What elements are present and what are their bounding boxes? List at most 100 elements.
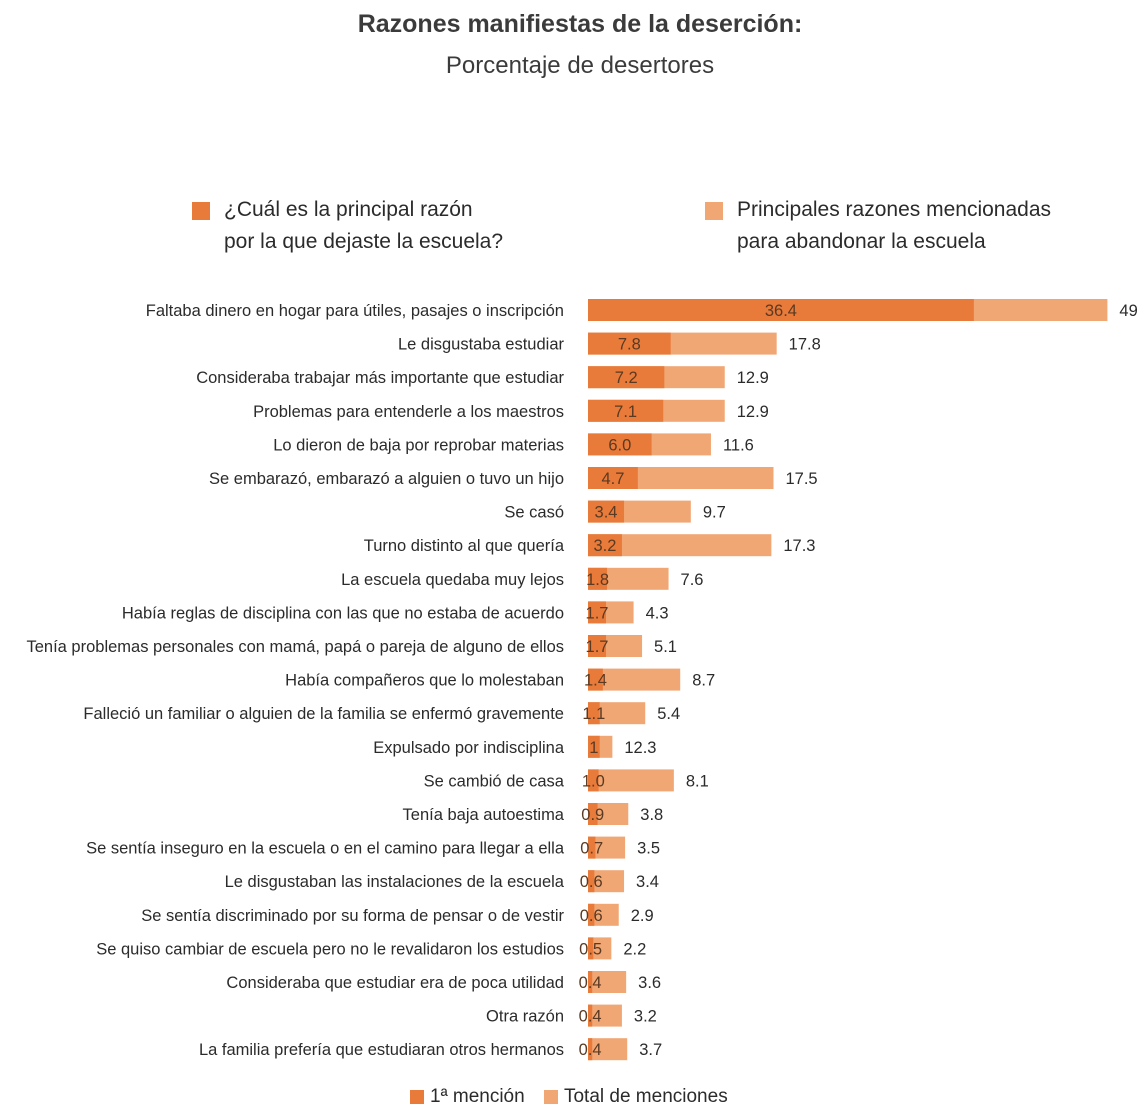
- total-value-label: 5.1: [654, 638, 677, 656]
- first-mention-value-label: 1.7: [586, 638, 609, 656]
- category-label: Se cambió de casa: [424, 772, 565, 790]
- bar-first-mention: [588, 399, 664, 422]
- first-mention-value-label: 0.4: [579, 1008, 602, 1026]
- total-value-label: 17.5: [786, 470, 818, 488]
- chart-subtitle: Porcentaje de desertores: [445, 52, 715, 79]
- bar-first-mention: [588, 467, 638, 489]
- bar-first-mention: [588, 366, 665, 389]
- bar-total: [588, 803, 629, 825]
- category-label: La familia prefería que estudiaran otros…: [199, 1041, 564, 1059]
- bar-total: [588, 702, 646, 725]
- total-value-label: 3.6: [638, 974, 661, 992]
- legend-first-swatch: [192, 202, 210, 220]
- first-mention-value-label: 0.4: [579, 974, 602, 992]
- bar-first-mention: [588, 433, 652, 456]
- total-value-label: 2.2: [623, 940, 646, 958]
- bar-total: [588, 769, 674, 792]
- bar-first-mention: [588, 635, 607, 657]
- category-label: Tenía baja autoestima: [403, 806, 565, 824]
- category-label: Se casó: [504, 504, 564, 522]
- bar-total: [588, 903, 619, 926]
- bar-total: [588, 534, 772, 557]
- category-label: Tenía problemas personales con mamá, pap…: [26, 638, 564, 656]
- legend-total-swatch: [705, 202, 723, 220]
- first-mention-value-label: 0.4: [579, 1041, 602, 1059]
- total-value-label: 11.6: [723, 436, 754, 454]
- category-label: Consideraba trabajar más importante que …: [196, 369, 564, 387]
- bar-first-mention: [588, 937, 594, 960]
- bar-chart: Faltaba dinero en hogar para útiles, pas…: [26, 299, 1138, 1061]
- total-value-label: 12.9: [737, 403, 769, 421]
- legend-total-line2: para abandonar la escuela: [737, 230, 986, 253]
- bar-first-mention: [588, 299, 974, 321]
- bar-first-mention: [588, 332, 671, 355]
- first-mention-value-label: 0.9: [581, 806, 604, 824]
- bar-first-mention: [588, 769, 599, 792]
- bar-total: [588, 836, 626, 859]
- bar-total: [588, 567, 669, 590]
- category-label: Había compañeros que lo molestaban: [285, 672, 564, 690]
- first-mention-value-label: 0.6: [580, 873, 603, 891]
- bar-first-mention: [588, 735, 600, 758]
- bar-first-mention: [588, 534, 622, 557]
- legend-bottom-first: 1ª mención: [410, 1086, 525, 1108]
- total-value-label: 8.7: [692, 672, 715, 690]
- first-mention-value-label: 6.0: [608, 436, 631, 454]
- total-value-label: 5.4: [657, 705, 680, 723]
- total-value-label: 3.2: [634, 1008, 657, 1026]
- first-mention-value-label: 36.4: [765, 302, 797, 320]
- bar-first-mention: [588, 1004, 593, 1027]
- first-mention-value-label: 0.6: [580, 907, 603, 925]
- bar-first-mention: [588, 803, 598, 825]
- category-label: Le disgustaba estudiar: [398, 336, 565, 354]
- bar-first-mention: [588, 601, 607, 624]
- legend-total-mentions: Principales razones mencionadas para aba…: [705, 194, 1065, 260]
- category-label: Se sentía inseguro en la escuela o en el…: [86, 840, 565, 858]
- legend-bottom-total-label: Total de menciones: [563, 1086, 728, 1107]
- bar-first-mention: [588, 702, 600, 725]
- total-value-label: 8.1: [686, 772, 709, 790]
- legend-bottom: 1ª mención Total de menciones: [410, 1086, 742, 1110]
- category-label: Problemas para entenderle a los maestros: [253, 403, 564, 421]
- first-mention-value-label: 1.8: [586, 571, 609, 589]
- total-value-label: 2.9: [631, 907, 654, 925]
- legend-total-line1: Principales razones mencionadas: [737, 198, 1052, 221]
- category-label: Otra razón: [486, 1008, 564, 1026]
- category-label: Faltaba dinero en hogar para útiles, pas…: [146, 302, 564, 320]
- category-label: Falleció un familiar o alguien de la fam…: [83, 705, 564, 723]
- legend-bottom-total: Total de menciones: [543, 1086, 728, 1108]
- total-value-label: 4.3: [646, 604, 669, 622]
- total-value-label: 49: [1119, 302, 1137, 320]
- bar-first-mention: [588, 836, 596, 859]
- category-label: Lo dieron de baja por reprobar materias: [273, 436, 564, 454]
- bar-first-mention: [588, 903, 595, 926]
- first-mention-value-label: 3.2: [593, 537, 616, 555]
- bar-first-mention: [588, 870, 595, 893]
- first-mention-value-label: 0.5: [579, 940, 602, 958]
- total-value-label: 9.7: [703, 504, 726, 522]
- bar-first-mention: [588, 1038, 593, 1061]
- total-value-label: 3.7: [639, 1041, 662, 1059]
- category-label: Consideraba que estudiar era de poca uti…: [226, 974, 564, 992]
- bar-first-mention: [588, 500, 625, 523]
- bar-total: [588, 668, 681, 691]
- bar-total: [588, 870, 625, 893]
- bar-first-mention: [588, 971, 593, 993]
- legend-first-line1: ¿Cuál es la principal razón: [224, 198, 473, 221]
- bar-total: [588, 937, 612, 960]
- category-label: La escuela quedaba muy lejos: [341, 571, 564, 589]
- category-label: Había reglas de disciplina con las que n…: [122, 604, 564, 622]
- category-label: Se quiso cambiar de escuela pero no le r…: [96, 940, 564, 958]
- legend-bottom-first-label: 1ª mención: [430, 1086, 525, 1107]
- category-label: Turno distinto al que quería: [364, 537, 565, 555]
- first-mention-value-label: 3.4: [595, 504, 618, 522]
- total-value-label: 3.4: [636, 873, 659, 891]
- legend-first-mention: ¿Cuál es la principal razón por la que d…: [192, 194, 522, 260]
- bar-first-mention: [588, 668, 603, 691]
- first-mention-value-label: 1.7: [586, 604, 609, 622]
- bar-total: [588, 971, 627, 993]
- legend-first-line2: por la que dejaste la escuela?: [224, 230, 504, 253]
- legend-bottom-total-swatch: [543, 1090, 558, 1104]
- total-value-label: 7.6: [681, 571, 704, 589]
- total-value-label: 12.9: [737, 369, 769, 387]
